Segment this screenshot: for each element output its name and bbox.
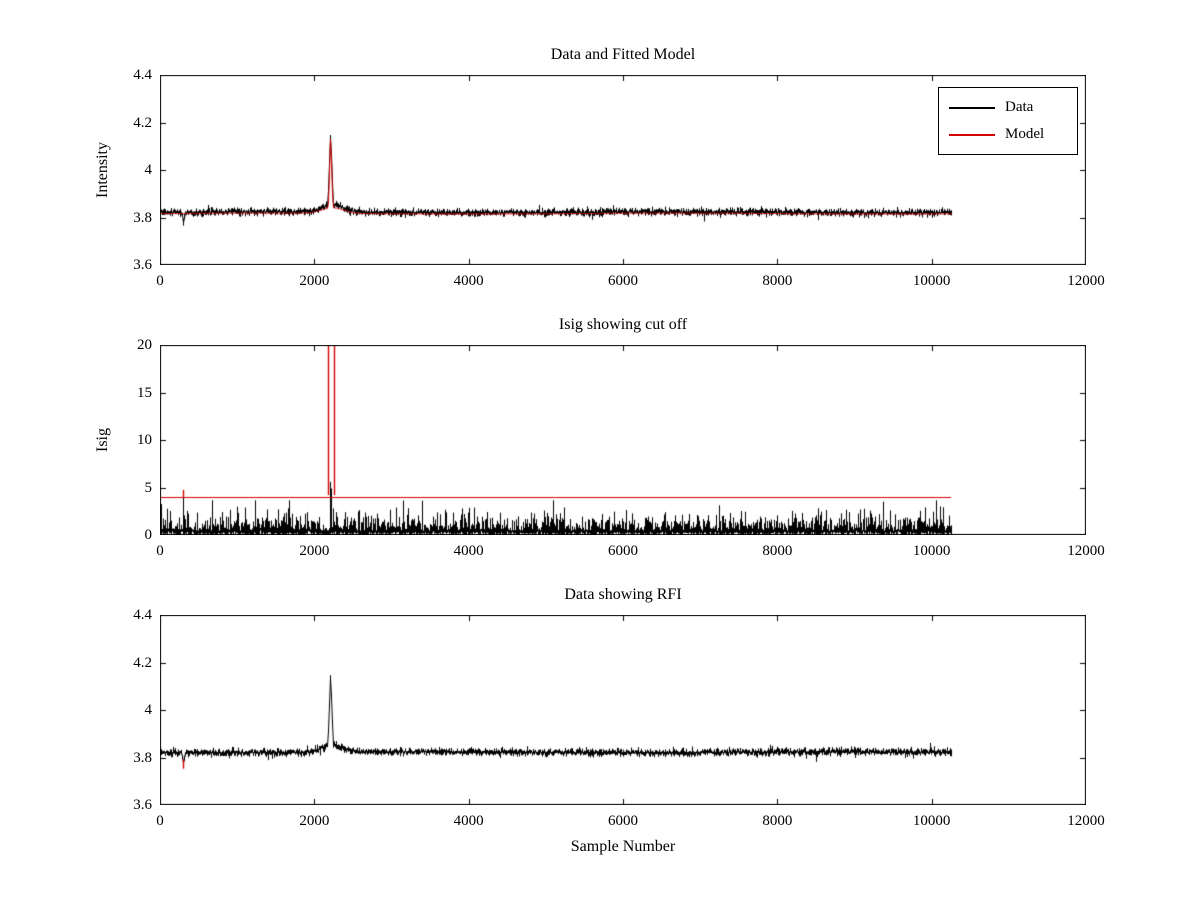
y-tick-label: 4.4 (133, 67, 152, 83)
x-tick-label: 8000 (762, 273, 793, 289)
x-tick-label: 10000 (912, 273, 951, 289)
x-tick-label: 10000 (912, 813, 951, 829)
y-tick-label: 4.2 (133, 114, 152, 131)
x-tick-label: 0 (156, 273, 164, 289)
x-tick-label: 12000 (1067, 813, 1105, 829)
plot-canvas-2 (160, 615, 1086, 805)
x-tick-label: 6000 (608, 273, 638, 289)
y-tick-label: 3.6 (133, 797, 152, 813)
x-tick-label: 6000 (608, 813, 638, 829)
x-tick-label: 12000 (1067, 273, 1105, 289)
x-tick-label: 8000 (762, 813, 793, 829)
plot2-title: Isig showing cut off (558, 316, 688, 333)
x-tick-label: 12000 (1067, 543, 1105, 559)
y-tick-label: 3.8 (133, 749, 152, 766)
x-tick-label: 4000 (453, 813, 484, 829)
y-tick-label: 3.8 (133, 209, 152, 226)
legend-item-model: Model (939, 124, 1077, 146)
plot1-title: Data and Fitted Model (550, 46, 696, 63)
legend-label-model: Model (1005, 126, 1045, 142)
y-tick-label: 4 (144, 702, 153, 718)
legend-item-data: Data (939, 97, 1077, 119)
y-tick-label: 15 (137, 384, 152, 401)
plot-canvas-1 (160, 345, 1086, 535)
plot-canvas-0 (160, 75, 1086, 265)
legend-label-data: Data (1005, 99, 1034, 115)
y-tick-label: 10 (137, 432, 152, 448)
x-tick-label: 2000 (299, 813, 330, 829)
x-tick-label: 2000 (299, 273, 330, 289)
y-tick-label: 0 (144, 527, 153, 543)
x-axis-label: Sample Number (570, 838, 676, 855)
legend: Data Model (938, 87, 1078, 155)
x-tick-label: 0 (156, 543, 164, 559)
y-tick-label: 3.6 (133, 257, 152, 273)
y-tick-label: 4.4 (133, 607, 152, 623)
x-tick-label: 4000 (453, 543, 484, 559)
y-tick-label: 20 (137, 337, 152, 353)
y-tick-label: 4.2 (133, 654, 152, 671)
y-tick-label: 4 (144, 162, 153, 178)
y-tick-label: 5 (144, 479, 153, 496)
plot3-title: Data showing RFI (564, 586, 682, 603)
legend-line-sample-model (949, 133, 995, 136)
x-tick-label: 8000 (762, 543, 793, 559)
x-tick-label: 6000 (608, 543, 638, 559)
legend-line-sample-data (949, 106, 995, 109)
x-tick-label: 4000 (453, 273, 484, 289)
x-tick-label: 2000 (299, 543, 330, 559)
x-tick-label: 0 (156, 813, 164, 829)
x-tick-label: 10000 (912, 543, 951, 559)
